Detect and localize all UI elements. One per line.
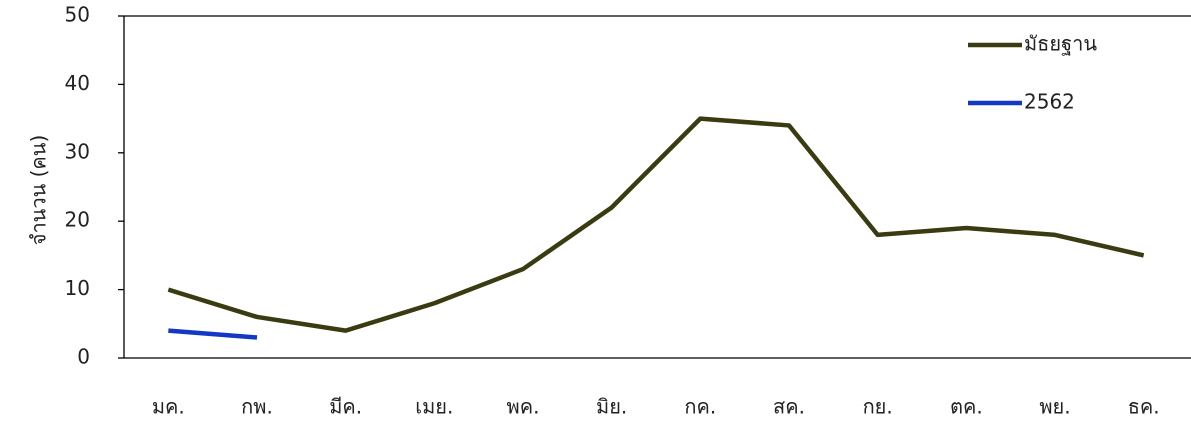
y-tick-label: 10 xyxy=(65,276,90,300)
x-tick-label: กค. xyxy=(684,395,716,419)
y-tick-label: 50 xyxy=(65,3,90,27)
legend-label: 2562 xyxy=(1024,90,1075,114)
x-tick-label: พค. xyxy=(507,395,540,419)
y-tick-label: 40 xyxy=(65,71,90,95)
y-axis-label: จำนวน (คน) xyxy=(27,135,51,246)
y-tick-label: 30 xyxy=(65,139,90,163)
x-tick-label: สค. xyxy=(773,395,805,419)
x-tick-label: เมย. xyxy=(415,395,453,419)
x-tick-label: ธค. xyxy=(1128,395,1160,419)
x-tick-label: มิย. xyxy=(596,395,627,419)
x-tick-label: กย. xyxy=(863,395,893,419)
x-tick-label: กพ. xyxy=(241,395,273,419)
legend-label: มัธยฐาน xyxy=(1024,32,1097,56)
x-tick-label: ตค. xyxy=(950,395,983,419)
y-tick-label: 20 xyxy=(65,208,90,232)
x-tick-label: มค. xyxy=(152,395,185,419)
x-tick-label: มีค. xyxy=(329,395,362,419)
series-line xyxy=(168,328,258,340)
series-line xyxy=(167,116,1145,333)
y-tick-label: 0 xyxy=(77,345,90,369)
x-tick-label: พย. xyxy=(1039,395,1070,419)
